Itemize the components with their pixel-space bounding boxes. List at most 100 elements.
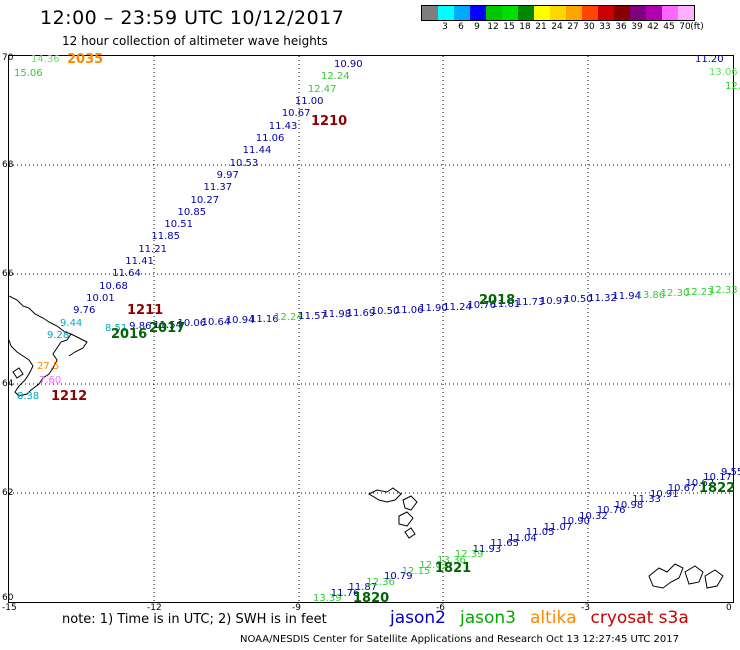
lon-tick: -3 — [581, 603, 590, 613]
legend-entry: jason3 — [460, 608, 516, 628]
swh-value-label: 12.39 — [454, 549, 484, 561]
scale-swatch — [662, 6, 678, 20]
swh-value-label: 10.79 — [383, 571, 413, 583]
swh-value-label: 11.33 — [632, 494, 661, 506]
footer-credit: NOAA/NESDIS Center for Satellite Applica… — [240, 634, 679, 645]
swh-value-label: 13.86 — [636, 289, 666, 301]
swh-value-label: 9.44 — [60, 317, 83, 329]
scale-label: 24 — [551, 22, 563, 32]
scale-unit: (ft) — [690, 22, 704, 32]
swh-value-label: 11.37 — [203, 182, 233, 194]
lat-tick: 62 — [2, 488, 14, 498]
swh-value-label: 8.51 — [105, 323, 128, 334]
pass-time-label: 1212 — [51, 389, 88, 404]
swh-value-label: 11.64 — [112, 268, 141, 280]
lon-tick: -6 — [436, 603, 445, 613]
swh-value-label: 11.05 — [525, 527, 555, 539]
scale-label: 21 — [535, 22, 547, 32]
scale-swatch — [630, 6, 646, 20]
scale-label: 3 — [442, 22, 448, 32]
swh-value-label: 11.85 — [151, 231, 180, 243]
scale-swatch — [678, 6, 694, 20]
scale-label: 42 — [647, 22, 659, 32]
swh-value-label: 11.61 — [491, 298, 521, 310]
swh-value-label: 10.91 — [650, 488, 679, 500]
swh-value-label: 11.98 — [322, 309, 352, 321]
swh-value-label: 11.06 — [255, 132, 285, 144]
map-title: 12:00 – 23:59 UTC 10/12/2017 — [40, 7, 345, 29]
swh-value-label: 10.17 — [703, 472, 732, 484]
lat-tick: 66 — [2, 269, 14, 279]
swh-value-label: 9.86 — [129, 321, 152, 333]
swh-value-label: 9.55 — [721, 467, 740, 478]
scale-label: 33 — [599, 22, 611, 32]
swh-value-label: 12.24 — [320, 71, 350, 83]
pass-time-label: 1821 — [435, 561, 472, 576]
scale-swatch — [486, 6, 502, 20]
swh-value-label: 10.90 — [561, 516, 590, 528]
swh-value-label: 12.36 — [366, 576, 395, 588]
swh-value-label: 11.00 — [294, 95, 324, 107]
swh-value-label: 11.54 — [153, 319, 182, 331]
scale-label: 30 — [583, 22, 595, 32]
scale-label: 45 — [663, 22, 675, 32]
scale-label: 9 — [474, 22, 480, 32]
pass-time-label: 1822 — [699, 481, 736, 496]
swh-value-label: 11.57 — [298, 310, 327, 322]
pass-time-label: 1820 — [353, 591, 390, 606]
scale-label: 12 — [487, 22, 499, 32]
swh-value-label: 13.36 — [437, 554, 466, 566]
lon-tick: -15 — [2, 603, 17, 613]
scale-label: 36 — [615, 22, 627, 32]
scale-label: 39 — [631, 22, 643, 32]
scale-swatch — [646, 6, 662, 20]
pass-time-label: 1211 — [127, 303, 164, 318]
lon-tick: -12 — [147, 603, 162, 613]
color-scale-bar — [421, 5, 695, 21]
swh-value-label: 9.76 — [73, 305, 96, 317]
swh-value-label: 10.62 — [685, 477, 715, 489]
legend-entry: cryosat s3a — [590, 608, 689, 628]
swh-value-label: 11.20 — [695, 54, 724, 65]
swh-value-label: 12.33 — [709, 285, 738, 296]
swh-value-label: 11.94 — [612, 291, 641, 303]
scale-label: 27 — [567, 22, 579, 32]
swh-value-label: 10.64 — [201, 316, 231, 328]
lat-tick: 68 — [2, 160, 14, 170]
swh-value-label: 10.76 — [467, 300, 497, 312]
swh-value-label: 11.90 — [419, 303, 448, 315]
scale-swatch — [582, 6, 598, 20]
swh-value-label: 11.21 — [138, 243, 167, 255]
map-frame: 10.90 12.24 12.47 11.00 10.67 11.43 11.06 11.44… — [8, 52, 740, 606]
swh-value-label: 15.06 — [14, 68, 43, 79]
swh-value-label: 11.04 — [508, 532, 537, 544]
land-faroe-islands — [367, 487, 418, 539]
map-subtitle: 12 hour collection of altimeter wave hei… — [62, 34, 328, 48]
scale-swatch — [534, 6, 550, 20]
swh-value-label: 10.98 — [614, 499, 644, 511]
swh-value-label: 11.16 — [249, 313, 279, 325]
swh-value-label: 10.50 — [370, 306, 400, 318]
swh-value-label: 12.15 — [401, 565, 431, 577]
swh-value-label: 11.76 — [330, 587, 360, 599]
scale-label: 15 — [503, 22, 515, 32]
swh-value-label: 12.30 — [660, 288, 690, 300]
swh-value-label: 10.01 — [86, 293, 115, 305]
swh-value-label: 8.38 — [17, 391, 40, 402]
scale-label: 6 — [458, 22, 464, 32]
swh-value-label: 10.67 — [667, 483, 697, 495]
scale-swatch — [454, 6, 470, 20]
satellite-legend: jason2 jason3 altika cryosat s3a — [390, 608, 703, 628]
swh-value-label: 11.32 — [588, 292, 617, 304]
swh-value-label: 11.43 — [268, 120, 298, 132]
graticule-grid — [9, 56, 733, 602]
swh-value-label: 11.44 — [242, 145, 272, 157]
land-greenland-coast — [9, 295, 88, 397]
swh-value-label: 11.87 — [348, 582, 378, 594]
pass-time-label: 2035 — [67, 52, 104, 67]
swh-value-label: 13.39 — [313, 593, 342, 604]
pass-time-label: 1210 — [311, 114, 348, 129]
swh-value-label: 13.06 — [709, 67, 738, 78]
swh-value-label: 10.50 — [564, 294, 593, 306]
swh-value-label: 9.97 — [216, 169, 239, 181]
